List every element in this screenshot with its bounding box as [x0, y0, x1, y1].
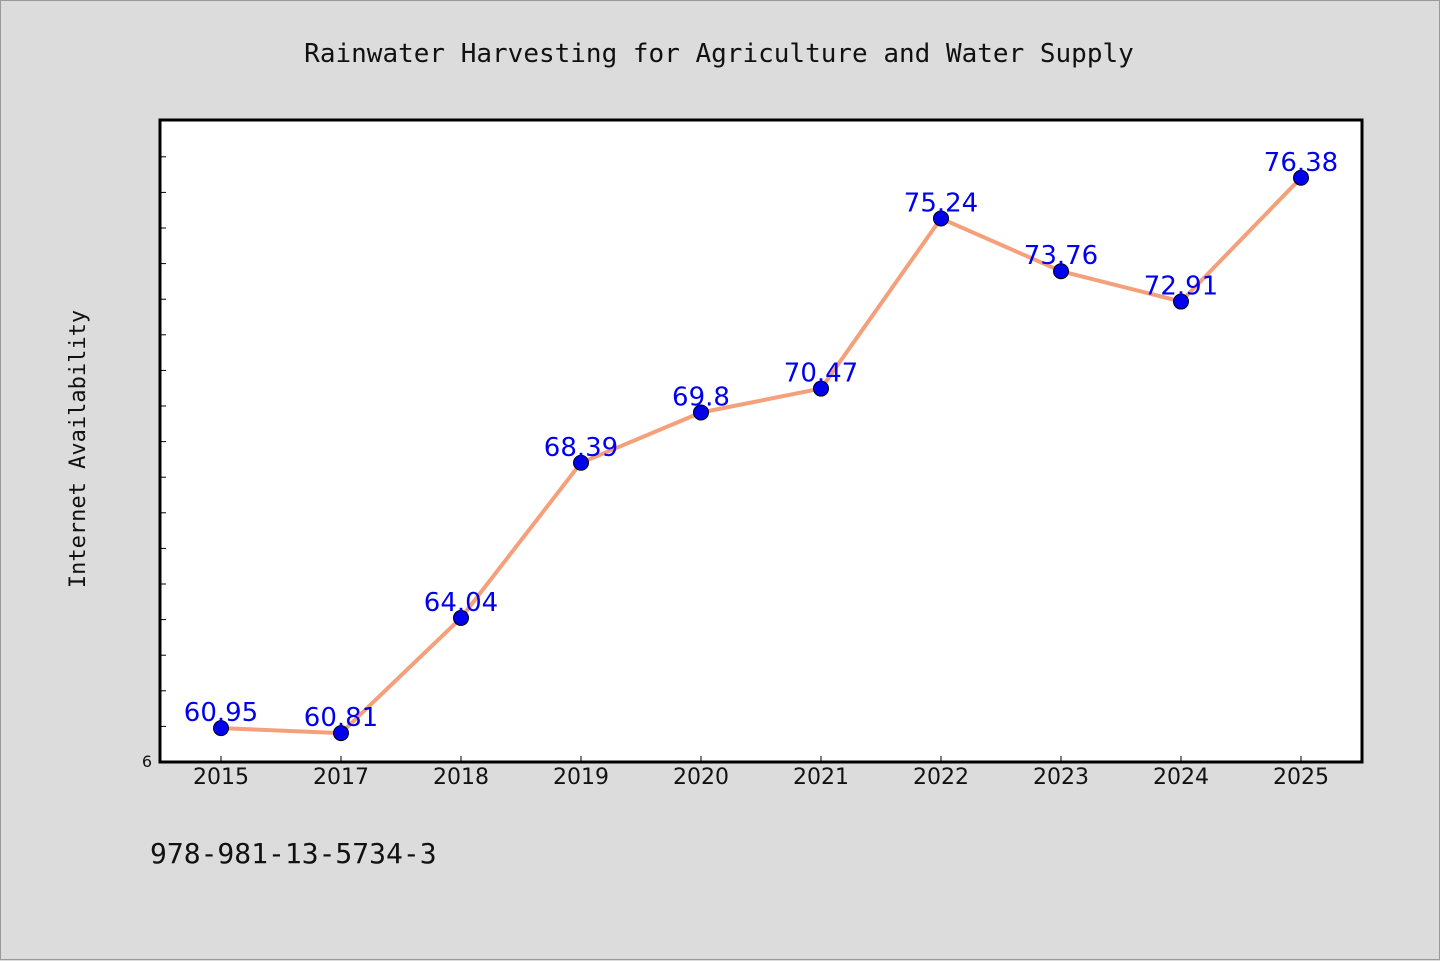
- data-point: [1173, 293, 1189, 310]
- x-tick-label: 2019: [553, 765, 609, 790]
- chart-title: Rainwater Harvesting for Agriculture and…: [304, 39, 1134, 69]
- y-tick-label: 6: [142, 752, 152, 771]
- data-label: 73.76: [1024, 241, 1098, 271]
- y-axis-label: Internet Availability: [66, 310, 91, 588]
- data-labels: 60.95 60.81 64.04 68.39 69.8 70.47 75.24 73.76 7…: [184, 148, 1338, 733]
- series-line-group: [220, 176, 1303, 736]
- data-label: 60.95: [184, 698, 258, 728]
- data-label: 76.38: [1264, 148, 1338, 178]
- plot-area: [158, 118, 1364, 764]
- data-label: 72.91: [1144, 272, 1218, 302]
- x-tick-label: 2021: [793, 765, 849, 790]
- footer-isbn: 978-981-13-5734-3: [150, 837, 437, 870]
- data-point: [813, 380, 829, 397]
- data-points: [213, 169, 1309, 742]
- series-line: [220, 176, 1303, 736]
- x-axis-ticks: 2015 2017 2018 2019 2020 2021 2022 2023 2024 2025: [193, 756, 1329, 790]
- data-point: [1293, 169, 1309, 186]
- data-point: [573, 454, 589, 471]
- data-label: 68.39: [544, 433, 618, 463]
- data-label: 75.24: [904, 188, 978, 218]
- x-tick-label: 2023: [1033, 765, 1089, 790]
- data-label: 64.04: [424, 588, 498, 618]
- data-label: 60.81: [304, 703, 378, 733]
- data-point: [693, 404, 709, 421]
- x-tick-label: 2022: [913, 765, 969, 790]
- data-point: [453, 609, 469, 626]
- x-tick-label: 2015: [193, 765, 249, 790]
- x-tick-label: 2018: [433, 765, 489, 790]
- data-point: [333, 725, 349, 742]
- data-point: [213, 720, 229, 737]
- x-tick-label: 2025: [1273, 765, 1329, 790]
- x-tick-label: 2020: [673, 765, 729, 790]
- y-axis-ticks: [160, 156, 166, 727]
- x-tick-label: 2024: [1153, 765, 1209, 790]
- data-point: [1053, 263, 1069, 280]
- data-label: 70.47: [784, 359, 858, 389]
- data-label: 69.8: [672, 382, 730, 412]
- data-point: [933, 210, 949, 227]
- x-tick-label: 2017: [313, 765, 369, 790]
